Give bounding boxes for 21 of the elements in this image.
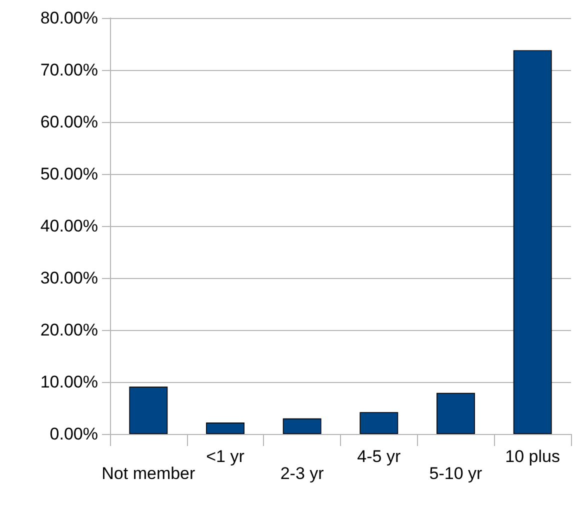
bar — [282, 418, 322, 434]
x-tick-label: <1 yr — [206, 447, 245, 466]
bar — [129, 386, 168, 434]
y-tick-label: 10.00% — [40, 372, 98, 392]
y-tick-label: 0.00% — [50, 424, 98, 444]
y-tick-label: 50.00% — [40, 164, 98, 184]
x-tick-label: 4-5 yr — [357, 447, 401, 466]
bar — [206, 422, 244, 434]
x-tick-label: 2-3 yr — [280, 464, 324, 483]
x-tick-label: Not member — [102, 464, 196, 483]
y-tick-label: 60.00% — [40, 112, 98, 132]
x-tick-label: 5-10 yr — [429, 464, 483, 483]
x-tick-label: 10 plus — [505, 447, 560, 466]
y-tick-label: 40.00% — [40, 216, 98, 236]
bar — [513, 50, 552, 434]
bar — [360, 412, 398, 434]
y-tick-label: 20.00% — [40, 320, 98, 340]
y-tick-label: 30.00% — [40, 268, 98, 288]
bar — [436, 392, 475, 434]
y-tick-label: 80.00% — [40, 8, 98, 28]
y-tick-label: 70.00% — [40, 60, 98, 80]
